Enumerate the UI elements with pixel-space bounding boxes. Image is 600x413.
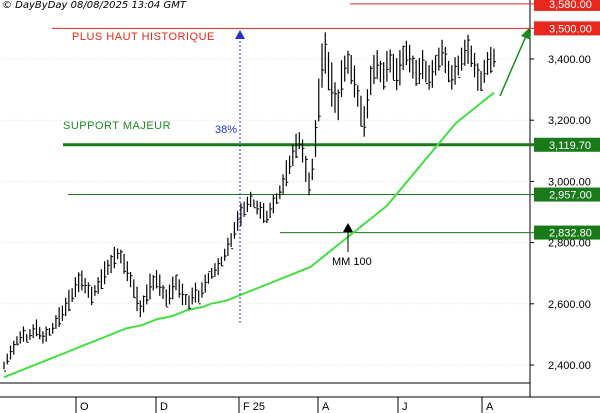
level-value-record: 3,500.00 [549,23,592,35]
chart-header: © DayByDay 08/08/2025 13:04 GMT [2,0,186,11]
x-tick-label: O [80,401,89,413]
trend-arrow-icon [499,28,531,97]
y-tick-label: 2,800.00 [548,238,591,250]
up-arrow-icon [235,30,245,323]
ma-100-line [3,91,495,379]
x-tick-label: F 25 [243,401,265,413]
pct-label: 38% [215,124,237,136]
x-tick-label: A [486,401,494,413]
level-badge-record [534,21,600,36]
level-value-support-major: 3,119.70 [549,140,591,152]
y-tick-label: 3,400.00 [548,54,591,66]
y-tick-label: 3,200.00 [548,115,591,127]
support-major-label: SUPPORT MAJEUR [63,120,171,132]
level-badge-top [534,0,600,11]
ma-label: MM 100 [332,256,372,268]
y-tick-label: 2,600.00 [548,299,591,311]
level-badge-support-2 [534,187,600,202]
x-tick-label: D [160,401,168,413]
y-tick-label: 3,000.00 [548,176,591,188]
y-tick-label: 2,400.00 [548,360,591,372]
x-tick-label: J [402,401,408,413]
level-value-support-2: 2,957.00 [549,190,592,202]
level-badge-support-major [534,137,600,152]
record-high-label: PLUS HAUT HISTORIQUE [72,31,215,43]
level-value-support-3: 2,832.80 [549,228,592,240]
x-tick-label: A [322,401,330,413]
level-badge-support-3 [534,225,600,240]
ma-pointer-arrow-icon [343,223,353,252]
level-value-top: 3,580.00 [549,0,592,11]
